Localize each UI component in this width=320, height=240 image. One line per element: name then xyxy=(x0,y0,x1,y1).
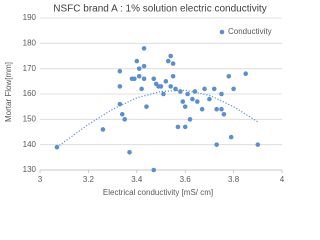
data-point xyxy=(141,63,147,69)
data-point xyxy=(144,104,149,109)
data-point xyxy=(136,66,142,71)
data-point xyxy=(173,86,178,92)
data-point xyxy=(255,142,261,147)
data-point xyxy=(207,96,212,102)
y-tick-label: 180 xyxy=(23,38,37,47)
x-tick-label: 3 xyxy=(38,175,43,184)
data-point xyxy=(151,167,157,173)
data-point xyxy=(127,149,132,155)
data-point xyxy=(168,84,173,89)
data-point xyxy=(180,99,186,104)
chart-title: NSFC brand A : 1% solution electric cond… xyxy=(53,4,266,15)
y-tick-label: 140 xyxy=(23,140,37,149)
data-point xyxy=(182,124,188,130)
data-point xyxy=(199,106,205,112)
data-point xyxy=(228,134,234,140)
data-point xyxy=(178,89,183,94)
data-point xyxy=(221,111,227,117)
data-point xyxy=(195,99,200,104)
x-axis-label: Electrical conductivity [mS/ cm] xyxy=(103,188,213,197)
y-tick-label: 190 xyxy=(23,13,37,22)
data-point xyxy=(192,89,198,94)
x-tick-label: 3.8 xyxy=(228,175,240,184)
data-point xyxy=(170,61,176,66)
chart: NSFC brand A : 1% solution electric cond… xyxy=(4,4,285,197)
y-tick-label: 170 xyxy=(23,64,37,73)
y-axis-label: Mortar Flow[mm] xyxy=(4,62,13,122)
x-tick-label: 3.4 xyxy=(131,175,143,184)
y-tick-label: 130 xyxy=(23,165,37,174)
data-point xyxy=(117,101,123,107)
data-point xyxy=(168,53,173,59)
data-point xyxy=(151,76,157,82)
data-point xyxy=(141,76,147,82)
data-point xyxy=(219,106,224,112)
data-point xyxy=(136,73,142,79)
legend-marker xyxy=(219,29,225,35)
data-point xyxy=(214,106,219,112)
data-point xyxy=(161,91,166,97)
data-point xyxy=(139,86,144,92)
data-point xyxy=(163,79,169,84)
data-point xyxy=(182,104,188,109)
data-point xyxy=(219,91,224,97)
data-point xyxy=(185,91,190,97)
data-point xyxy=(122,117,127,122)
data-point xyxy=(226,73,232,79)
data-point xyxy=(214,142,219,147)
data-point xyxy=(170,73,176,79)
data-point xyxy=(165,58,171,64)
data-point xyxy=(231,86,236,92)
data-point xyxy=(211,86,217,92)
x-tick-label: 3.2 xyxy=(83,175,95,184)
data-point xyxy=(119,111,125,117)
data-point xyxy=(134,58,140,64)
y-tick-label: 160 xyxy=(23,89,37,98)
y-tick-label: 150 xyxy=(23,114,37,123)
x-tick-label: 4 xyxy=(280,175,285,184)
data-point xyxy=(100,127,106,132)
data-point xyxy=(54,144,60,150)
data-point xyxy=(190,96,195,102)
trendline xyxy=(56,89,259,148)
data-point xyxy=(117,68,123,74)
data-point xyxy=(141,46,147,51)
data-point xyxy=(158,84,164,89)
data-point xyxy=(132,76,137,82)
data-point xyxy=(175,124,181,130)
data-point xyxy=(243,71,248,77)
data-point xyxy=(187,117,193,122)
legend-label: Conductivity xyxy=(228,27,272,36)
data-point xyxy=(202,86,207,92)
data-point xyxy=(117,84,123,89)
x-tick-label: 3.6 xyxy=(180,175,192,184)
